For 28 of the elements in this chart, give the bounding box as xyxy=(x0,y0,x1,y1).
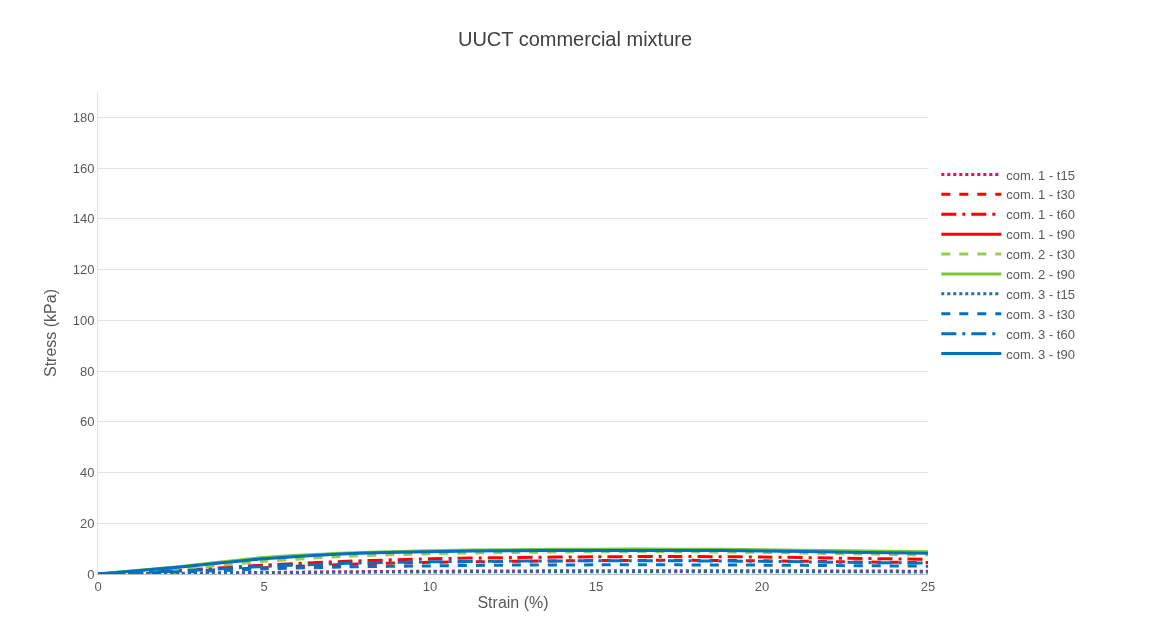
y-tick-label: 40 xyxy=(79,465,95,481)
legend-label: com. 3 - t15 xyxy=(1006,286,1075,302)
legend-label: com. 3 - t30 xyxy=(1006,306,1075,322)
legend-label: com. 3 - t90 xyxy=(1006,346,1075,362)
y-tick-label: 80 xyxy=(79,363,95,379)
y-tick-label: 180 xyxy=(72,109,95,125)
y-tick-label: 100 xyxy=(72,312,95,328)
legend-label: com. 1 - t15 xyxy=(1006,167,1075,183)
y-tick-label: 0 xyxy=(87,566,95,582)
x-axis-title: Strain (%) xyxy=(477,594,549,612)
legend-label: com. 2 - t30 xyxy=(1006,247,1075,263)
x-tick-label: 5 xyxy=(260,578,268,594)
x-tick-label: 15 xyxy=(588,578,604,594)
legend-label: com. 3 - t60 xyxy=(1006,326,1075,342)
y-tick-label: 120 xyxy=(72,262,95,278)
x-tick-label: 10 xyxy=(422,578,438,594)
x-tick-label: 20 xyxy=(754,578,770,594)
chart-title: UUCT commercial mixture xyxy=(457,28,693,51)
y-tick-label: 160 xyxy=(72,160,95,176)
x-tick-label: 25 xyxy=(920,578,936,594)
y-tick-label: 140 xyxy=(72,211,95,227)
legend-label: com. 1 - t60 xyxy=(1006,207,1075,223)
legend-label: com. 1 - t90 xyxy=(1006,227,1075,243)
y-tick-label: 60 xyxy=(79,414,95,430)
legend-label: com. 1 - t30 xyxy=(1006,187,1075,203)
y-tick-label: 20 xyxy=(79,515,95,531)
y-axis-title: Stress (kPa) xyxy=(42,288,59,378)
legend-label: com. 2 - t90 xyxy=(1006,267,1075,282)
